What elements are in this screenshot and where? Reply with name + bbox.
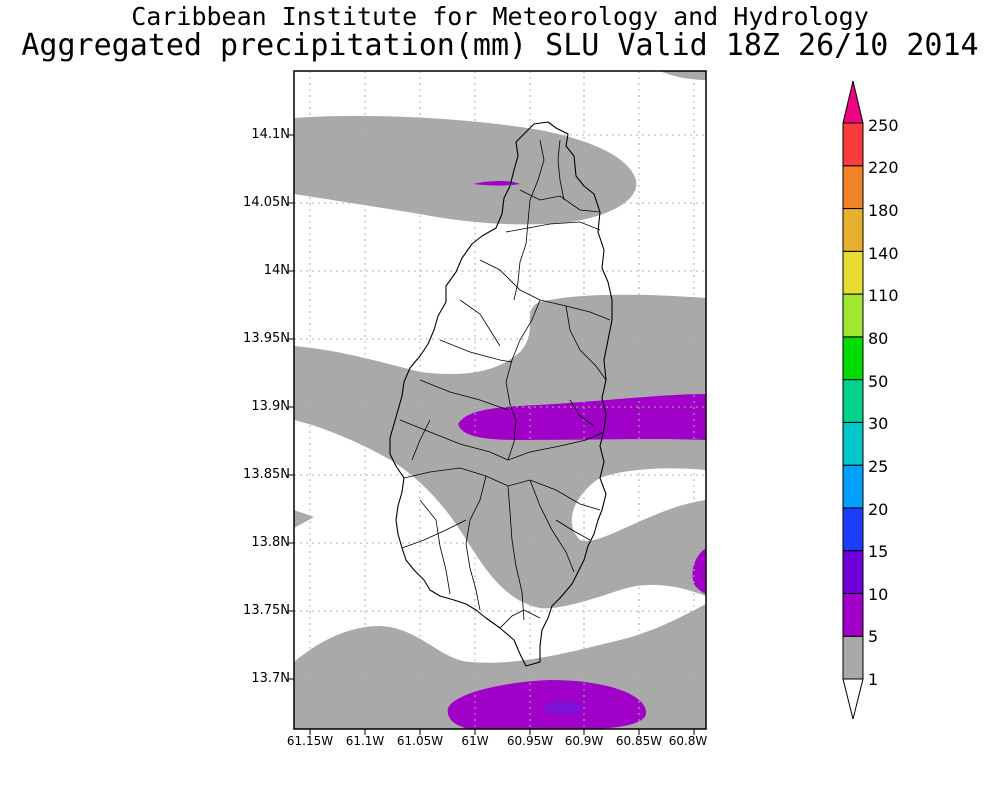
title-line-2: Aggregated precipitation(mm) SLU Valid 1… [21,28,979,63]
lat-label: 14N [263,263,290,278]
district-boundaries [399,139,611,629]
colorbar-label: 30 [868,414,889,433]
lat-label: 13.75N [243,603,290,618]
precip-shading [294,71,706,729]
colorbar-swatch [842,635,864,680]
title-line-1: Caribbean Institute for Meteorology and … [131,2,869,31]
colorbar-label: 50 [868,372,889,391]
lon-label: 60.8W [668,734,708,748]
lon-label: 60.9W [564,734,604,748]
colorbar-swatch [842,507,864,552]
colorbar-swatch [842,421,864,466]
colorbar-swatch [842,208,864,252]
lon-label: 61.05W [396,734,444,748]
axis-ticks [288,134,695,735]
colorbar-label: 1 [868,670,879,689]
map-frame [293,70,707,730]
colorbar-label: 250 [868,116,899,135]
lon-label: 61W [461,734,489,748]
colorbar-label: 20 [868,500,889,519]
colorbar-label: 5 [868,627,879,646]
colorbar-label: 110 [868,286,899,305]
lat-label: 13.8N [251,535,290,550]
lon-label: 61.15W [286,734,334,748]
colorbar-swatch [842,250,864,295]
colorbar-label: 15 [868,542,889,561]
colorbar-label: 220 [868,158,899,177]
colorbar-label: 140 [868,244,899,263]
colorbar-label: 80 [868,329,889,348]
colorbar-swatch [842,293,864,338]
colorbar-swatch [842,379,864,423]
lon-label: 60.95W [506,734,554,748]
lat-label: 13.9N [251,399,290,414]
lat-label: 13.85N [243,467,290,482]
colorbar-label: 180 [868,201,899,220]
lat-label: 14.05N [243,195,290,210]
lon-label: 61.1W [345,734,385,748]
colorbar-swatch [842,464,864,509]
lat-label: 13.7N [251,671,290,686]
colorbar-swatch [842,592,864,637]
colorbar-swatch [842,165,864,210]
colorbar-swatch [842,550,864,594]
colorbar-label: 25 [868,457,889,476]
colorbar-label: 10 [868,585,889,604]
colorbar-swatch [842,122,864,167]
map-grid [294,71,706,729]
colorbar [842,80,864,720]
colorbar-swatch [842,678,864,720]
lon-label: 60.85W [615,734,663,748]
lat-label: 13.95N [243,331,290,346]
lat-label: 14.1N [251,127,290,142]
colorbar-swatch [842,80,864,124]
colorbar-swatch [842,336,864,381]
